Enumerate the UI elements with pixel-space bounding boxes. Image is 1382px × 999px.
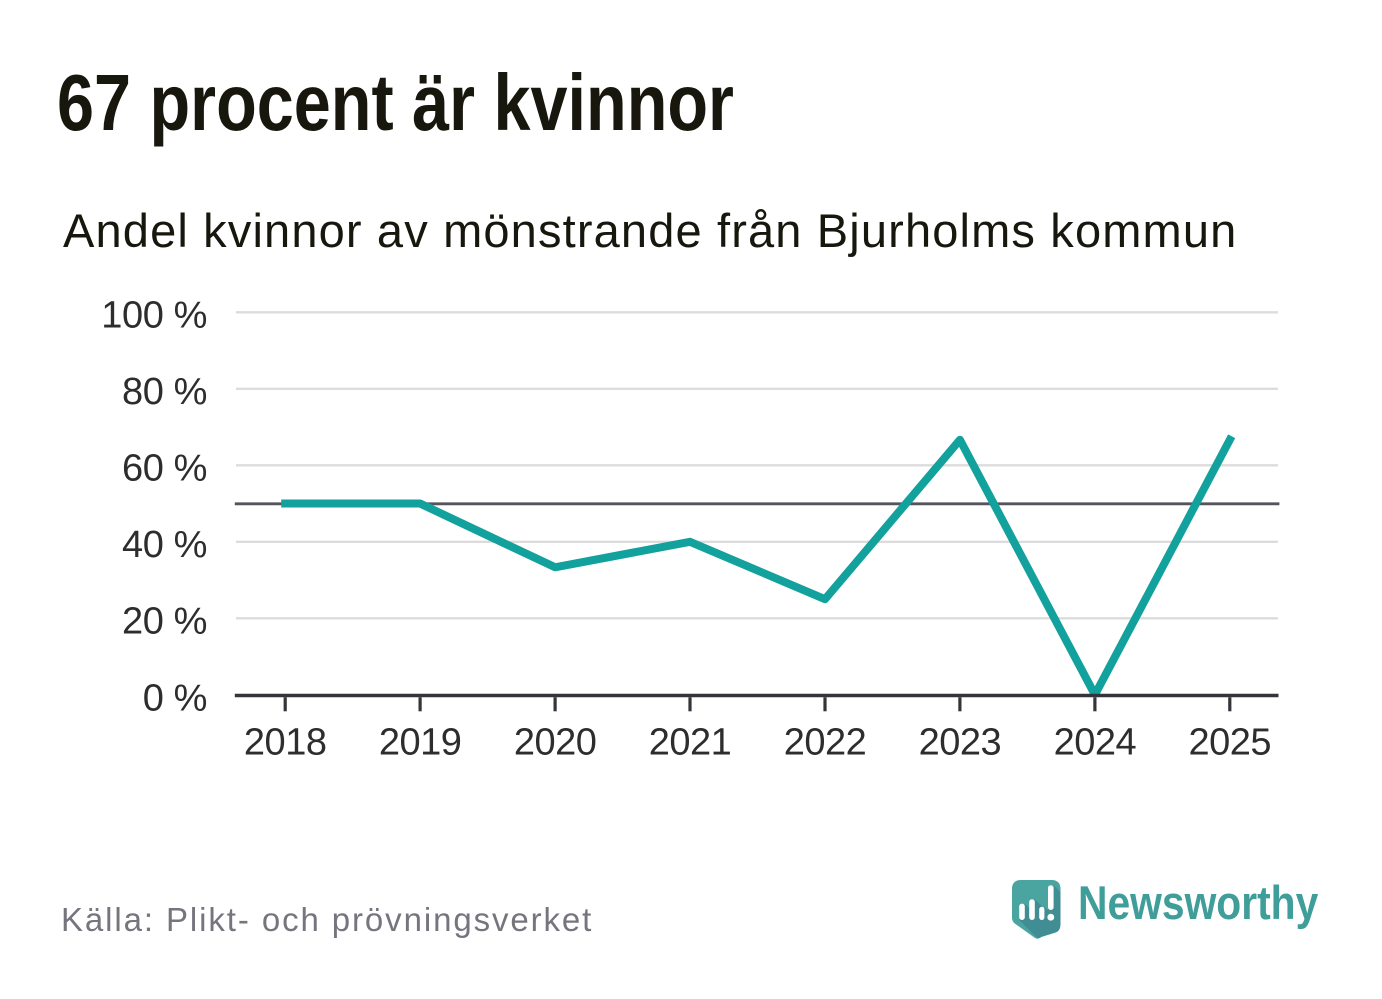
- svg-text:2024: 2024: [1054, 722, 1137, 764]
- svg-text:2020: 2020: [514, 722, 597, 764]
- svg-text:80 %: 80 %: [122, 371, 207, 413]
- svg-text:2018: 2018: [244, 722, 327, 764]
- svg-text:2022: 2022: [784, 722, 867, 764]
- svg-text:40 %: 40 %: [122, 524, 207, 566]
- svg-text:20 %: 20 %: [122, 600, 207, 642]
- svg-text:2023: 2023: [919, 722, 1002, 764]
- svg-text:60 %: 60 %: [122, 447, 207, 489]
- svg-text:0 %: 0 %: [143, 678, 207, 720]
- svg-text:2021: 2021: [649, 722, 732, 764]
- svg-text:2019: 2019: [379, 722, 462, 764]
- svg-text:100 %: 100 %: [101, 294, 207, 336]
- svg-text:2025: 2025: [1189, 722, 1272, 764]
